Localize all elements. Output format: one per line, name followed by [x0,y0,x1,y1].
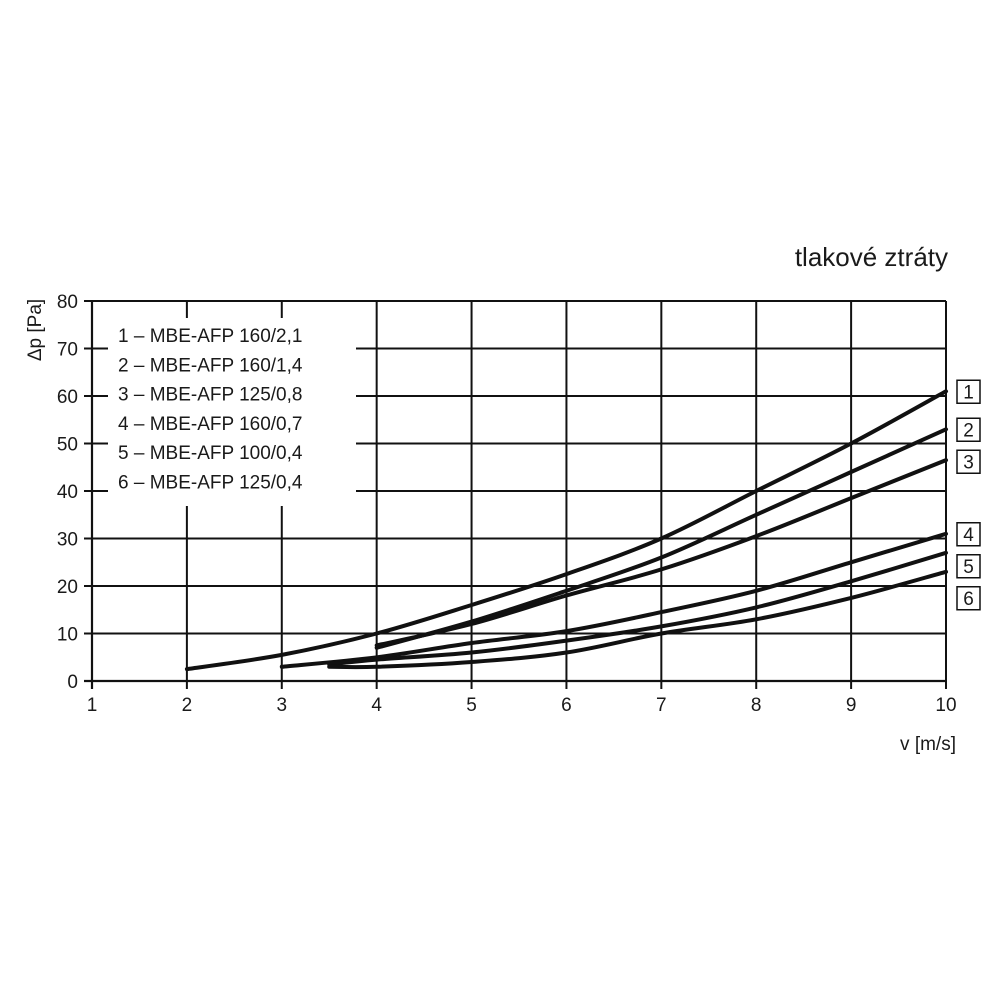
series-line-2 [374,427,948,650]
series-tag-label: 3 [963,452,974,473]
series-line-6 [327,569,948,670]
series-tag-box [956,522,981,547]
y-tick-label: 10 [57,625,78,646]
series-tag-box [956,586,981,611]
x-tick-label: 9 [846,695,857,716]
series-lines [184,389,948,672]
legend-box [108,318,356,506]
series-tag-label: 2 [963,420,974,441]
y-tick-label: 30 [57,530,78,551]
x-axis-label: v [m/s] [900,734,956,755]
chart-title: tlakové ztráty [795,242,948,272]
series-tag-box [956,449,981,474]
series-tag-2: 2 [956,417,981,442]
legend-entry: 4 – MBE-AFP 160/0,7 [118,414,302,435]
x-tick-label: 7 [656,695,667,716]
x-tick-label: 10 [935,695,956,716]
axes: 0 10 20 30 40 50 60 70 80 1 2 3 4 5 6 7 8 9 10 [57,292,957,716]
series-tag-box [956,554,981,579]
series-tag-1: 1 [956,379,981,404]
y-tick-label: 80 [57,292,78,313]
series-line-5 [327,550,948,667]
x-tick-label: 3 [276,695,287,716]
series-tag-label: 4 [963,525,974,546]
y-tick-label: 70 [57,340,78,361]
series-tag-3: 3 [956,449,981,474]
legend: 1 – MBE-AFP 160/2,1 2 – MBE-AFP 160/1,4 3 … [108,318,356,506]
x-tick-label: 1 [87,695,98,716]
x-tick-label: 4 [371,695,382,716]
x-tick-label: 6 [561,695,572,716]
x-tick-label: 5 [466,695,477,716]
legend-entry: 3 – MBE-AFP 125/0,8 [118,385,302,406]
y-tick-label: 60 [57,387,78,408]
series-line-3 [374,458,948,648]
series-tag-6: 6 [956,586,981,611]
series-tag-5: 5 [956,554,981,579]
legend-entry: 2 – MBE-AFP 160/1,4 [118,355,303,376]
series-tag-label: 6 [963,589,974,610]
y-tick-label: 40 [57,482,78,503]
series-tags: 1 2 3 4 5 6 [956,379,981,611]
legend-entry: 1 – MBE-AFP 160/2,1 [118,326,302,347]
y-axis-label: Δp [Pa] [25,299,46,361]
series-tag-label: 5 [963,557,974,578]
x-tick-label: 8 [751,695,762,716]
x-tick-label: 2 [182,695,193,716]
series-tag-box [956,417,981,442]
legend-entry: 6 – MBE-AFP 125/0,4 [118,473,303,494]
y-tick-label: 20 [57,577,78,598]
y-tick-label: 50 [57,435,78,456]
legend-entry: 5 – MBE-AFP 100/0,4 [118,443,303,464]
series-line-4 [279,531,948,669]
series-line-1 [184,389,948,672]
series-tag-4: 4 [956,522,981,547]
y-tick-label: 0 [67,672,78,693]
series-tag-label: 1 [963,382,974,403]
series-tag-box [956,379,981,404]
